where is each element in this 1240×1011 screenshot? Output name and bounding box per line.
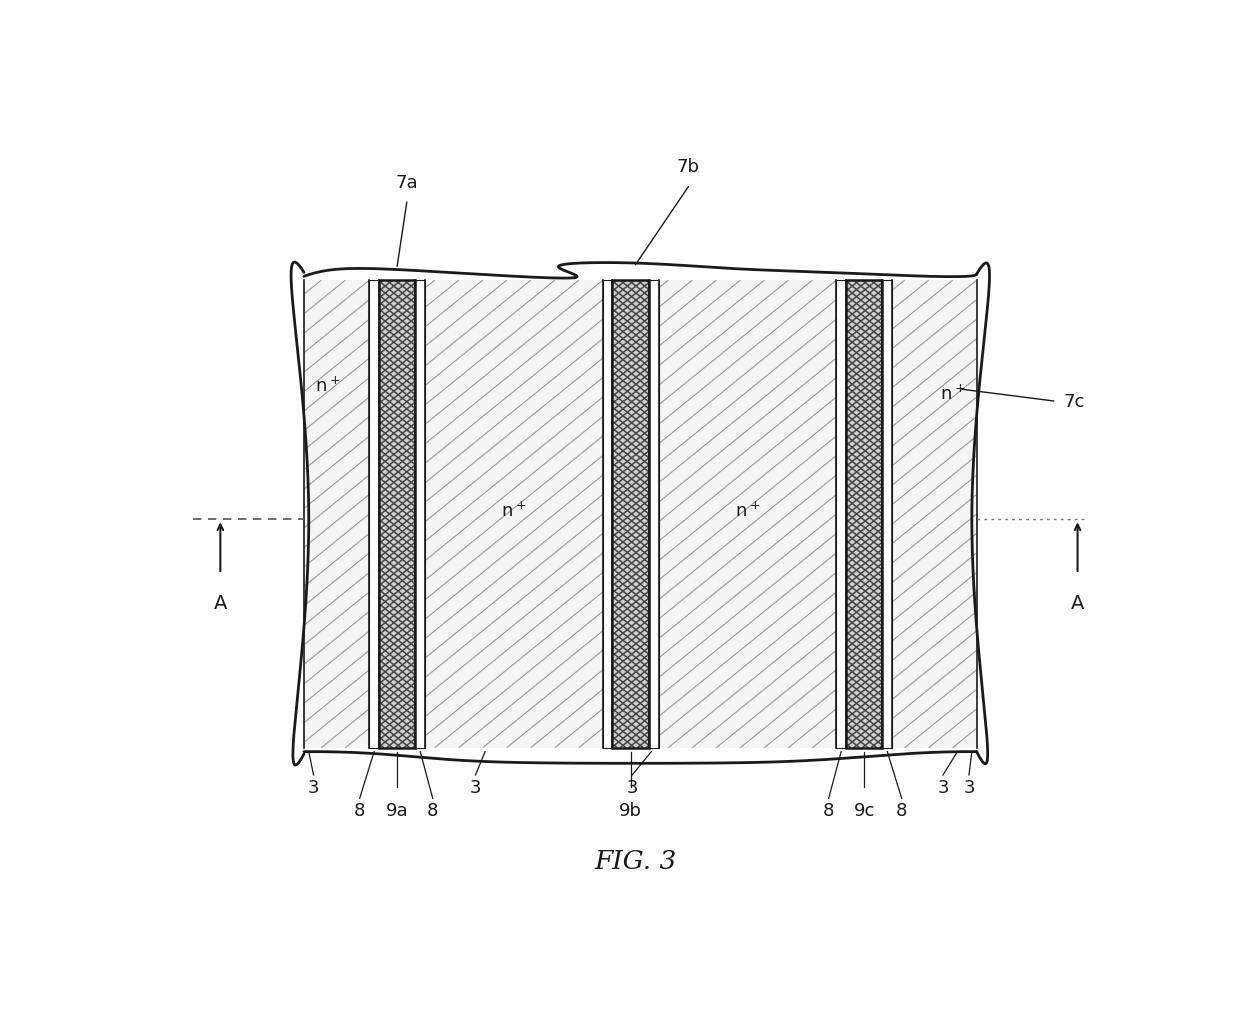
Text: 3: 3 bbox=[963, 777, 975, 796]
Bar bbox=[304, 281, 370, 748]
Bar bbox=[415, 281, 425, 748]
Bar bbox=[613, 281, 649, 748]
Text: n$^+$: n$^+$ bbox=[501, 500, 527, 521]
Text: A: A bbox=[213, 593, 227, 613]
Bar bbox=[370, 281, 379, 748]
Text: n$^+$: n$^+$ bbox=[735, 500, 760, 521]
Text: 8: 8 bbox=[427, 802, 439, 819]
Bar bbox=[846, 281, 883, 748]
Text: 8: 8 bbox=[353, 802, 366, 819]
Bar bbox=[883, 281, 892, 748]
Text: 9a: 9a bbox=[386, 802, 408, 819]
Text: 7c: 7c bbox=[1063, 392, 1085, 410]
Bar bbox=[379, 281, 415, 748]
Text: 3: 3 bbox=[626, 777, 637, 796]
Bar bbox=[846, 281, 883, 748]
Bar bbox=[425, 281, 603, 748]
Text: n$^+$: n$^+$ bbox=[315, 376, 341, 395]
Bar bbox=[379, 281, 415, 748]
Bar bbox=[892, 281, 977, 748]
Text: 8: 8 bbox=[897, 802, 908, 819]
Bar bbox=[603, 281, 613, 748]
Bar bbox=[658, 281, 836, 748]
Bar bbox=[846, 281, 883, 748]
Text: 3: 3 bbox=[937, 777, 949, 796]
Text: 7b: 7b bbox=[677, 158, 699, 176]
Text: A: A bbox=[1071, 593, 1084, 613]
Text: 8: 8 bbox=[823, 802, 835, 819]
Bar bbox=[613, 281, 649, 748]
Bar bbox=[836, 281, 846, 748]
Bar bbox=[649, 281, 658, 748]
Text: 9b: 9b bbox=[619, 802, 642, 819]
Text: n$^+$: n$^+$ bbox=[940, 384, 965, 403]
Text: 3: 3 bbox=[470, 777, 481, 796]
Text: FIG. 3: FIG. 3 bbox=[594, 848, 677, 874]
Text: 7a: 7a bbox=[396, 174, 418, 191]
Text: 9c: 9c bbox=[853, 802, 875, 819]
Bar bbox=[613, 281, 649, 748]
Bar bbox=[379, 281, 415, 748]
Text: 3: 3 bbox=[308, 777, 320, 796]
